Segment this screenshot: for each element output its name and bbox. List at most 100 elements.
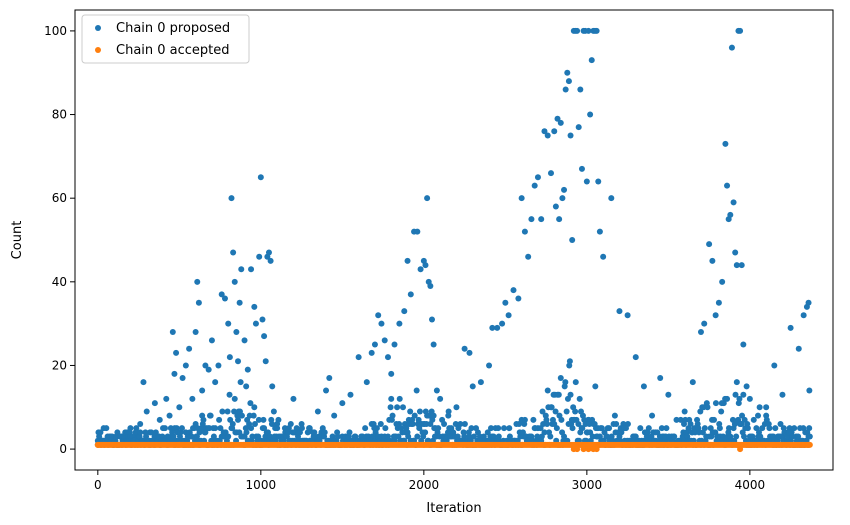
point-proposed [791, 425, 798, 432]
point-proposed [259, 316, 266, 323]
point-proposed [624, 421, 631, 427]
point-proposed [231, 395, 238, 402]
point-proposed [521, 228, 528, 235]
point-proposed [736, 395, 743, 402]
point-accepted [737, 446, 744, 453]
point-proposed [260, 416, 267, 423]
point-proposed [247, 400, 254, 407]
point-proposed [225, 320, 232, 327]
point-proposed [388, 370, 395, 377]
point-proposed [553, 425, 560, 432]
y-tick-label: 100 [44, 24, 67, 38]
point-proposed [572, 408, 579, 415]
point-proposed [544, 387, 551, 394]
point-proposed [495, 425, 502, 432]
point-proposed [235, 416, 242, 423]
legend-marker-accepted [95, 47, 101, 53]
y-axis: 0 20 40 60 80 100 [44, 24, 75, 456]
point-proposed [576, 395, 583, 402]
point-proposed [430, 412, 437, 419]
point-proposed [737, 27, 744, 34]
point-proposed [805, 299, 812, 306]
point-proposed [539, 408, 546, 415]
point-proposed [269, 383, 276, 390]
point-proposed [600, 253, 607, 260]
point-proposed [731, 421, 738, 427]
point-proposed [306, 425, 313, 432]
point-proposed [727, 211, 734, 218]
point-proposed [346, 429, 353, 436]
point-proposed [515, 295, 522, 302]
point-proposed [230, 249, 237, 256]
point-proposed [371, 341, 378, 348]
point-proposed [530, 416, 537, 423]
point-proposed [287, 421, 294, 427]
point-proposed [541, 128, 548, 135]
point-proposed [219, 408, 226, 415]
point-proposed [534, 174, 541, 181]
point-proposed [567, 391, 574, 398]
point-proposed [251, 303, 258, 310]
point-proposed [755, 412, 762, 419]
point-proposed [347, 391, 354, 398]
point-proposed [274, 425, 281, 432]
point-proposed [663, 425, 670, 432]
point-proposed [202, 362, 209, 369]
point-proposed [800, 312, 807, 319]
point-proposed [103, 425, 110, 432]
point-proposed [552, 203, 559, 210]
point-proposed [226, 391, 233, 398]
point-proposed [738, 421, 745, 427]
point-proposed [716, 425, 723, 432]
point-proposed [555, 391, 562, 398]
point-proposed [221, 295, 228, 302]
point-proposed [557, 119, 564, 126]
point-proposed [251, 421, 258, 427]
point-proposed [486, 362, 493, 369]
point-proposed [564, 69, 571, 76]
point-proposed [592, 383, 599, 390]
point-proposed [178, 425, 185, 432]
point-accepted [176, 441, 183, 448]
point-proposed [521, 416, 528, 423]
y-tick-label: 60 [52, 191, 67, 205]
point-accepted [593, 446, 600, 453]
point-proposed [777, 421, 784, 427]
point-proposed [744, 425, 751, 432]
point-proposed [166, 412, 173, 419]
point-proposed [244, 366, 251, 373]
point-proposed [771, 362, 778, 369]
point-proposed [575, 124, 582, 131]
point-proposed [437, 395, 444, 402]
point-proposed [658, 425, 665, 432]
point-proposed [766, 425, 773, 432]
point-proposed [733, 379, 740, 386]
point-proposed [236, 299, 243, 306]
point-proposed [217, 425, 224, 432]
point-proposed [208, 337, 215, 344]
point-proposed [435, 425, 442, 432]
point-proposed [391, 341, 398, 348]
point-proposed [763, 404, 770, 411]
point-proposed [525, 253, 532, 260]
point-proposed [712, 400, 719, 407]
point-proposed [461, 345, 468, 352]
point-proposed [541, 429, 548, 436]
point-proposed [743, 383, 750, 390]
point-proposed [613, 421, 620, 427]
point-proposed [235, 358, 242, 365]
point-proposed [756, 404, 763, 411]
point-proposed [192, 329, 199, 335]
point-proposed [267, 257, 274, 264]
point-accepted [580, 446, 587, 453]
point-accepted [574, 446, 581, 453]
point-proposed [377, 421, 384, 427]
point-proposed [563, 408, 570, 415]
point-proposed [457, 421, 464, 427]
point-proposed [384, 354, 391, 361]
point-proposed [189, 395, 196, 402]
point-proposed [577, 86, 584, 93]
point-proposed [544, 421, 551, 427]
point-proposed [715, 299, 722, 306]
point-proposed [414, 433, 421, 440]
